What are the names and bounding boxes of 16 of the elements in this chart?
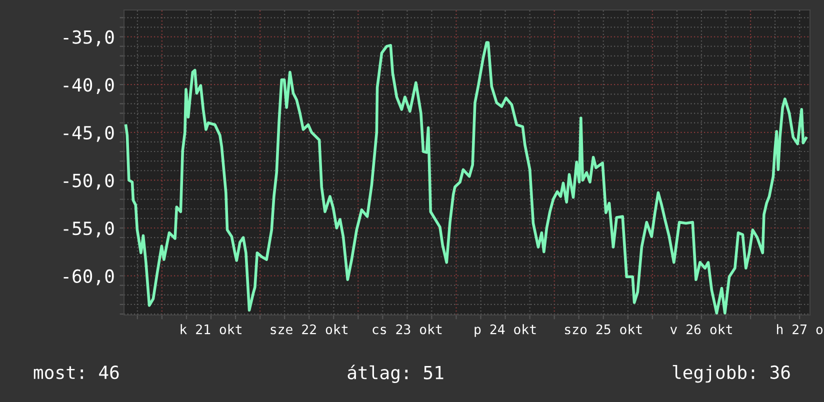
x-tick-label: sze 22 okt xyxy=(270,324,348,334)
x-tick-label: v 26 okt xyxy=(670,324,732,334)
text: legjobb: 36 xyxy=(672,365,790,383)
y-tick-label: -40,0 xyxy=(64,78,114,94)
text: most: 46 xyxy=(34,365,119,380)
x-tick-label: h 27 o xyxy=(777,324,823,334)
x-tick-label: cs 23 okt xyxy=(372,324,442,334)
y-tick-label: -55,0 xyxy=(64,222,114,238)
x-tick-label: k 21 okt xyxy=(180,324,242,334)
x-tick-label: p 24 okt xyxy=(474,324,536,337)
y-tick-label: -35,0 xyxy=(64,30,114,46)
text: átlag: 51 xyxy=(348,364,444,384)
x-tick-label: szo 25 okt xyxy=(565,324,642,334)
y-tick-label: -50,0 xyxy=(64,174,114,190)
y-tick-label: -60,0 xyxy=(64,269,114,286)
y-tick-label: -45,0 xyxy=(64,126,114,142)
